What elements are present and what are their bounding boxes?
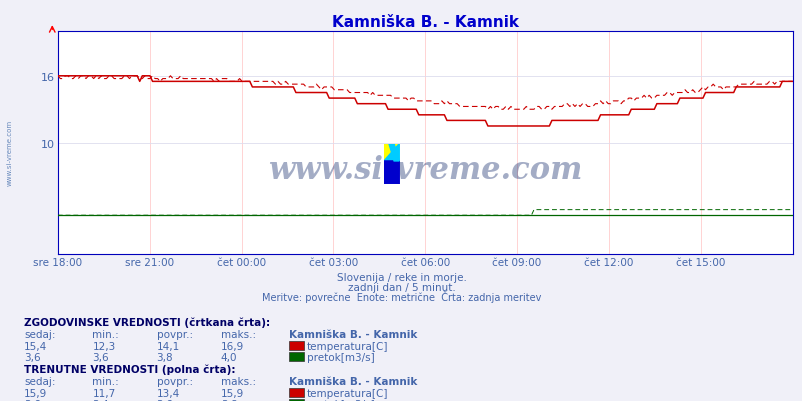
Text: www.si-vreme.com: www.si-vreme.com (268, 155, 581, 186)
Text: ZGODOVINSKE VREDNOSTI (črtkana črta):: ZGODOVINSKE VREDNOSTI (črtkana črta): (24, 317, 270, 327)
Text: 14,1: 14,1 (156, 341, 180, 351)
Text: povpr.:: povpr.: (156, 330, 192, 340)
Text: 15,4: 15,4 (24, 341, 47, 351)
Text: min.:: min.: (92, 330, 119, 340)
Text: 3,6: 3,6 (24, 352, 41, 362)
Title: Kamniška B. - Kamnik: Kamniška B. - Kamnik (331, 14, 518, 30)
Text: zadnji dan / 5 minut.: zadnji dan / 5 minut. (347, 282, 455, 292)
Text: 16,9: 16,9 (221, 341, 244, 351)
Text: 3,8: 3,8 (221, 399, 237, 401)
Text: 15,9: 15,9 (24, 388, 47, 398)
Text: 3,6: 3,6 (156, 399, 173, 401)
Text: min.:: min.: (92, 377, 119, 387)
Text: temperatura[C]: temperatura[C] (306, 388, 387, 398)
Text: 3,6: 3,6 (24, 399, 41, 401)
Text: Slovenija / reke in morje.: Slovenija / reke in morje. (336, 272, 466, 282)
Text: sedaj:: sedaj: (24, 377, 55, 387)
Polygon shape (388, 144, 399, 162)
Text: Meritve: povrečne  Enote: metrične  Črta: zadnja meritev: Meritve: povrečne Enote: metrične Črta: … (261, 291, 541, 303)
Polygon shape (383, 162, 399, 184)
Text: pretok[m3/s]: pretok[m3/s] (306, 399, 374, 401)
Text: 13,4: 13,4 (156, 388, 180, 398)
Text: povpr.:: povpr.: (156, 377, 192, 387)
Text: 3,6: 3,6 (92, 352, 109, 362)
Text: pretok[m3/s]: pretok[m3/s] (306, 352, 374, 362)
Text: www.si-vreme.com: www.si-vreme.com (6, 119, 12, 185)
Text: temperatura[C]: temperatura[C] (306, 341, 387, 351)
Text: 15,9: 15,9 (221, 388, 244, 398)
Text: 3,8: 3,8 (156, 352, 173, 362)
Text: TRENUTNE VREDNOSTI (polna črta):: TRENUTNE VREDNOSTI (polna črta): (24, 364, 235, 374)
Text: 12,3: 12,3 (92, 341, 115, 351)
Text: 3,4: 3,4 (92, 399, 109, 401)
Polygon shape (383, 144, 399, 162)
Text: sedaj:: sedaj: (24, 330, 55, 340)
Text: Kamniška B. - Kamnik: Kamniška B. - Kamnik (289, 377, 417, 387)
Text: Kamniška B. - Kamnik: Kamniška B. - Kamnik (289, 330, 417, 340)
Text: maks.:: maks.: (221, 377, 256, 387)
Text: maks.:: maks.: (221, 330, 256, 340)
Polygon shape (383, 144, 399, 162)
Text: 11,7: 11,7 (92, 388, 115, 398)
Polygon shape (383, 162, 399, 184)
Text: 4,0: 4,0 (221, 352, 237, 362)
